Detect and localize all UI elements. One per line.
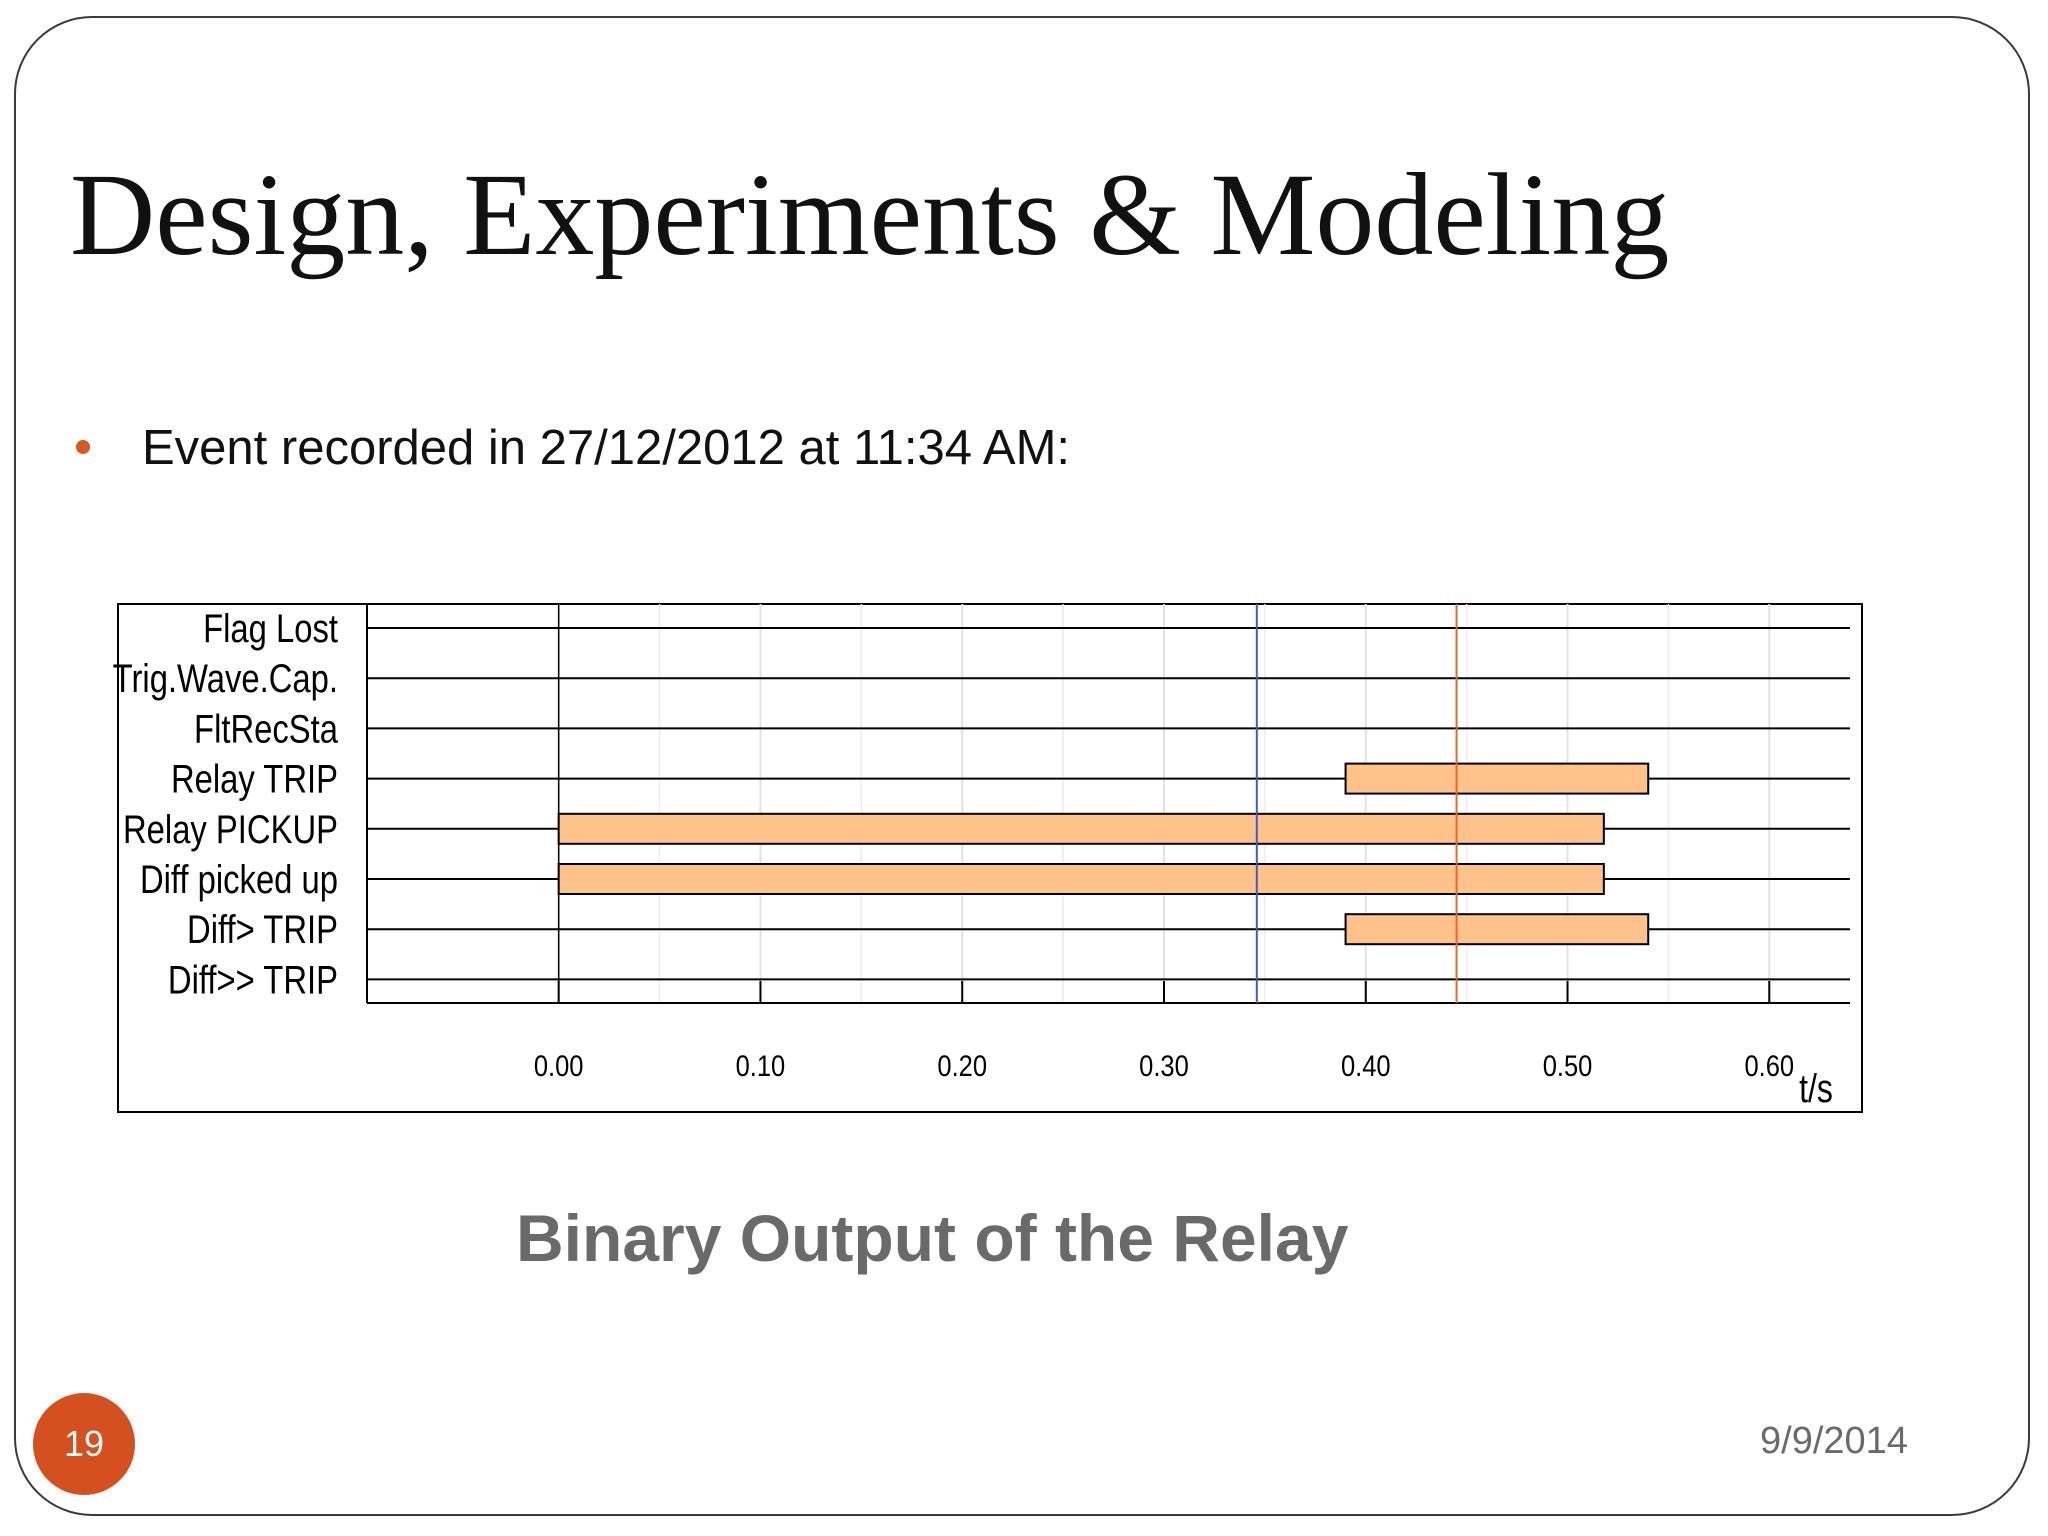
slide-date: 9/9/2014	[1760, 1420, 1908, 1462]
slide-title: Design, Experiments & Modeling	[70, 149, 1670, 280]
page-number-badge: 19	[33, 1393, 135, 1495]
bullet-text: Event recorded in 27/12/2012 at 11:34 AM…	[142, 421, 1071, 475]
chart-caption: Binary Output of the Relay	[516, 1201, 1349, 1275]
bullet-dot-icon	[76, 440, 90, 454]
